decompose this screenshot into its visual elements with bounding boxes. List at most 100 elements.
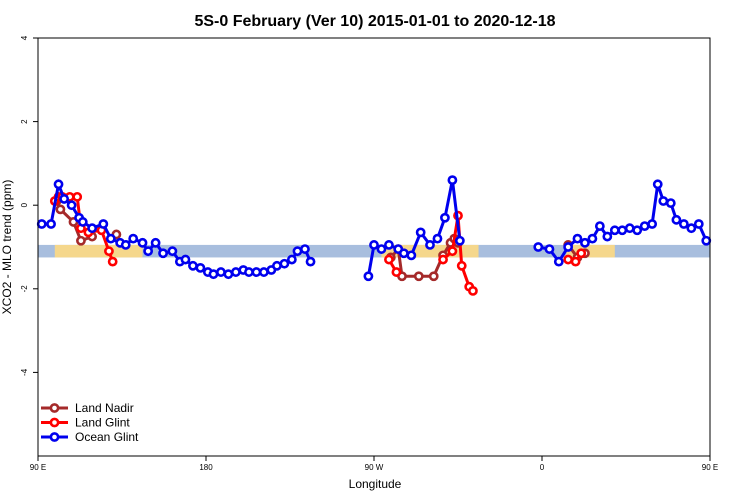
x-axis-label: Longitude: [349, 477, 402, 491]
y-tick-label: 0: [20, 202, 29, 207]
data-point: [563, 254, 574, 265]
data-point: [195, 262, 206, 273]
data-point: [46, 219, 56, 229]
data-point: [300, 244, 310, 254]
data-point: [98, 219, 109, 229]
data-point: [66, 200, 77, 211]
x-axis: 90 E 180 90 W 0 90 E: [30, 456, 718, 472]
data-point: [53, 179, 64, 190]
data-point: [369, 240, 379, 250]
data-point: [223, 269, 234, 280]
data-point: [454, 235, 465, 246]
data-point: [87, 223, 98, 234]
data-point: [105, 233, 116, 244]
land-band: [54, 244, 143, 258]
data-point: [384, 254, 394, 265]
legend-swatch-marker: [49, 417, 60, 428]
data-point: [391, 267, 402, 277]
data-point: [398, 248, 409, 259]
data-point: [438, 254, 448, 265]
data-point: [143, 246, 154, 257]
data-point: [137, 237, 148, 248]
data-point: [647, 219, 658, 229]
data-point: [258, 267, 269, 277]
data-point: [292, 246, 303, 257]
y-tick-label: -4: [20, 368, 29, 376]
data-point: [216, 267, 226, 277]
y-axis: 4 2 0 -2 -4: [20, 35, 38, 376]
data-point: [286, 254, 297, 265]
data-point: [553, 256, 564, 267]
data-point: [77, 217, 88, 227]
data-point: [639, 221, 650, 231]
data-point: [363, 271, 374, 282]
x-tick-label: 0: [540, 463, 545, 472]
data-point: [580, 237, 590, 248]
series-group: [36, 175, 712, 296]
legend-label: Ocean Glint: [75, 430, 139, 444]
series-ocean-glint: [36, 175, 712, 282]
data-point: [188, 260, 198, 271]
data-point: [456, 260, 467, 271]
legend-swatch-marker: [49, 403, 60, 413]
y-axis-label: XCO2 - MLO trend (ppm): [0, 180, 14, 315]
data-point: [468, 285, 478, 296]
y-tick-label: 2: [20, 119, 29, 124]
x-tick-label: 90 E: [702, 463, 718, 472]
data-point: [305, 256, 316, 267]
data-point: [128, 233, 139, 244]
data-point: [406, 250, 417, 261]
x-tick-label: 90 W: [365, 463, 384, 472]
x-tick-label: 180: [199, 463, 213, 472]
data-point: [415, 227, 426, 238]
data-point: [671, 214, 682, 225]
data-point: [150, 237, 161, 248]
data-point: [658, 196, 669, 206]
data-point: [665, 198, 676, 209]
data-point: [632, 225, 643, 236]
data-point: [602, 231, 613, 242]
data-point: [272, 260, 282, 271]
legend-item: Land Nadir: [41, 401, 134, 415]
data-point: [544, 244, 555, 254]
data-point: [693, 219, 704, 229]
data-point: [678, 219, 689, 229]
data-point: [447, 246, 458, 257]
plot-area: [36, 37, 712, 457]
data-point: [230, 267, 241, 277]
data-point: [686, 223, 697, 234]
series-land-glint: [49, 191, 587, 296]
data-point: [440, 212, 450, 223]
data-point: [432, 233, 443, 244]
data-point: [701, 235, 712, 246]
x-tick-label: 90 E: [30, 463, 46, 472]
data-point: [76, 235, 86, 246]
data-point: [570, 256, 581, 267]
data-point: [425, 240, 435, 250]
data-point: [208, 269, 219, 280]
data-point: [533, 242, 544, 252]
data-point: [617, 225, 628, 236]
legend-item: Land Glint: [41, 416, 130, 430]
data-point: [587, 233, 598, 244]
data-point: [576, 248, 587, 259]
data-point: [55, 204, 66, 215]
data-point: [279, 258, 290, 269]
data-point: [104, 246, 114, 257]
data-point: [428, 271, 439, 282]
y-tick-label: -2: [20, 285, 29, 293]
data-point: [158, 248, 168, 259]
data-point: [107, 256, 118, 267]
legend-label: Land Nadir: [75, 401, 134, 415]
data-point: [376, 244, 387, 254]
data-point: [594, 221, 605, 231]
data-point: [251, 267, 262, 277]
data-point: [624, 223, 635, 234]
legend-swatch-marker: [49, 432, 60, 442]
data-point: [244, 267, 254, 277]
data-point: [36, 219, 47, 229]
y-tick-label: 4: [20, 35, 29, 40]
legend-item: Ocean Glint: [41, 430, 139, 444]
data-point: [59, 194, 70, 204]
